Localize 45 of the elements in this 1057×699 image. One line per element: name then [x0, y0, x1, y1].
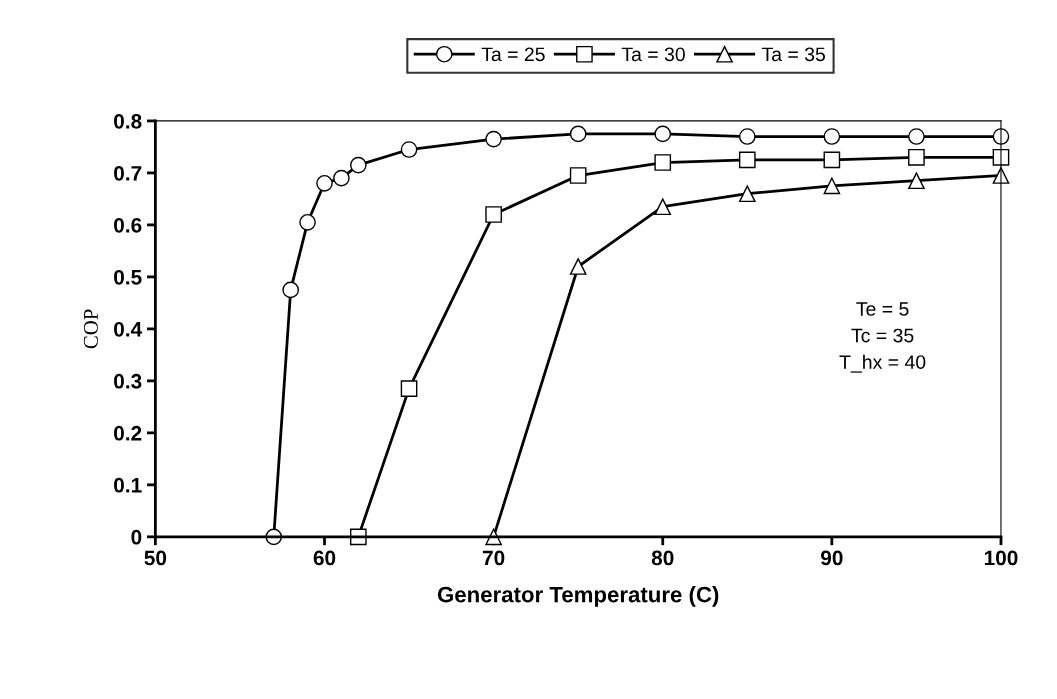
legend-label: Ta = 30: [621, 47, 685, 62]
point: [823, 128, 841, 145]
point: [569, 258, 587, 275]
x-axis-title: Generator Temperature (C): [437, 586, 719, 607]
point: [569, 167, 587, 184]
point: [485, 206, 502, 223]
point: [400, 380, 418, 397]
point: [738, 185, 756, 203]
y-tick-label: 0.3: [114, 373, 142, 389]
point: [823, 151, 841, 169]
x-tick-label: 100: [984, 550, 1018, 566]
x-tick-label: 70: [482, 550, 505, 566]
y-tick-label: 0.1: [114, 477, 142, 493]
point: [485, 130, 502, 148]
y-tick-label: 0.2: [114, 425, 142, 441]
point: [823, 177, 841, 195]
point: [654, 154, 672, 171]
point: [738, 151, 756, 169]
y-tick-label: 0.6: [114, 217, 142, 233]
point: [400, 141, 418, 158]
y-tick-label: 0.7: [114, 165, 142, 181]
x-tick-label: 50: [144, 550, 167, 566]
point: [654, 198, 672, 216]
point: [908, 172, 925, 190]
x-tick-label: 90: [821, 550, 843, 566]
x-tick-label: 60: [313, 550, 336, 566]
point: [316, 174, 333, 192]
point: [908, 148, 925, 166]
point: [738, 128, 756, 145]
point: [908, 128, 925, 145]
point: [299, 213, 316, 231]
y-tick-label: 0.8: [114, 113, 142, 129]
y-tick-label: 0: [131, 529, 142, 545]
point: [654, 125, 672, 143]
y-axis-title: COP: [83, 309, 98, 349]
legend-label: Ta = 35: [761, 47, 826, 62]
y-tick-label: 0.4: [114, 321, 143, 337]
point: [333, 169, 350, 187]
point: [282, 281, 300, 299]
legend-label: Ta = 25: [481, 47, 545, 62]
y-tick-label: 0.5: [114, 269, 142, 285]
point: [569, 125, 587, 143]
point: [349, 156, 367, 174]
annotation: Te = 5 Tc = 35 T_hx = 40: [839, 302, 926, 373]
x-tick-label: 80: [651, 550, 674, 566]
